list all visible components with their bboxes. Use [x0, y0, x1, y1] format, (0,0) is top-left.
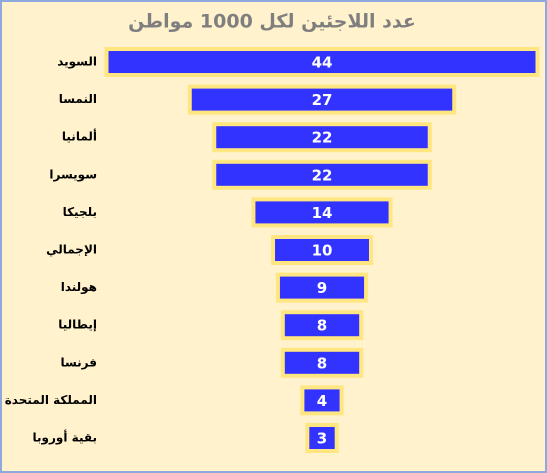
- bar: [212, 122, 432, 153]
- value-label: 14: [312, 204, 333, 222]
- value-label: 8: [317, 354, 327, 372]
- value-label: 4: [317, 392, 327, 410]
- value-label: 8: [317, 317, 327, 335]
- bar: [104, 47, 540, 77]
- bar: [305, 423, 339, 453]
- value-label: 10: [312, 242, 333, 260]
- bar: [212, 159, 432, 190]
- category-label: السويد: [57, 55, 97, 70]
- value-label: 27: [312, 91, 333, 109]
- category-label: فرنسا: [60, 355, 97, 369]
- category-label: هولندا: [61, 280, 97, 295]
- value-label: 22: [312, 129, 333, 147]
- value-label: 44: [312, 54, 333, 72]
- bar: [271, 235, 373, 265]
- chart-title: عدد اللاجئين لكل 1000 مواطن: [128, 11, 416, 33]
- category-label: ألمانيا: [62, 129, 97, 144]
- category-label: بقية أوروبا: [33, 430, 97, 446]
- bar: [280, 310, 364, 341]
- value-label: 3: [317, 430, 327, 448]
- category-label: النمسا: [59, 92, 97, 106]
- bar: [187, 84, 457, 115]
- category-label: الإجمالي: [46, 243, 97, 257]
- category-label: سويسرا: [49, 167, 97, 182]
- bar: [300, 385, 344, 416]
- category-label: المملكة المتحدة: [5, 393, 97, 407]
- bar: [275, 272, 369, 303]
- value-label: 9: [317, 279, 327, 297]
- category-label: بلجيكا: [63, 205, 97, 219]
- bar: [251, 197, 393, 228]
- value-label: 22: [312, 166, 333, 184]
- bar: [280, 347, 364, 378]
- category-label: إيطاليا: [58, 318, 97, 332]
